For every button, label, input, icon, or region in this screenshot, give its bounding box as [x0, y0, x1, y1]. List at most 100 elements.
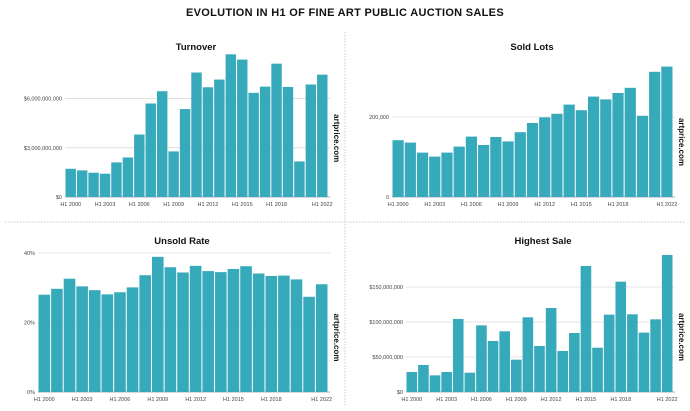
chart-title: Unsold Rate	[154, 236, 209, 247]
bar-h1-2004	[452, 318, 464, 392]
bar-h1-2020	[294, 161, 305, 197]
bar-h1-2003	[76, 286, 88, 392]
y-tick-label: $3,000,000,000	[24, 146, 62, 152]
y-tick-label: 40%	[24, 251, 35, 257]
bar-h1-2005	[453, 146, 465, 197]
x-tick-label: H1 2018	[610, 397, 631, 403]
x-tick-label: H1 2012	[534, 202, 555, 208]
x-tick-label: H1 2006	[110, 397, 131, 403]
x-tick-label: H1 2003	[72, 397, 93, 403]
bar-h1-2021	[305, 84, 317, 197]
bar-h1-2012	[545, 308, 557, 392]
bar-h1-2006	[114, 292, 126, 392]
chart-title: Highest Sale	[514, 236, 571, 247]
bar-h1-2011	[526, 123, 539, 197]
bar-h1-2003	[429, 156, 441, 197]
bar-h1-2013	[214, 79, 225, 197]
x-tick-label: H1 2012	[198, 202, 219, 208]
chart-title: Sold Lots	[510, 42, 553, 53]
bar-h1-2017	[259, 86, 271, 197]
bar-h1-2007	[145, 103, 156, 197]
bar-h1-2011	[191, 72, 202, 197]
y-tick-label: 20%	[24, 321, 35, 327]
bar-h1-2019	[278, 275, 290, 392]
x-tick-label: H1 2003	[95, 202, 116, 208]
x-tick-label: H1 2003	[424, 202, 445, 208]
bar-h1-2018	[271, 63, 282, 197]
bar-h1-2016	[592, 347, 603, 392]
x-tick-label: H1 2000	[388, 202, 409, 208]
bar-h1-2022	[317, 74, 328, 197]
y-tick-label: 0%	[27, 390, 35, 396]
bar-h1-2005	[464, 372, 476, 392]
chart-sold-lots: Sold Lots 0 200,000 H1 2000 H1 2003 H1 2006 H1…	[369, 42, 686, 208]
bar-h1-2010	[179, 109, 191, 197]
bar-h1-2022	[315, 284, 328, 392]
bar-h1-2009	[151, 256, 164, 392]
bar-h1-2003	[441, 371, 452, 392]
x-tick-label: H1 2009	[498, 202, 519, 208]
bar-h1-2013	[202, 271, 215, 392]
bar-h1-2009	[168, 151, 179, 197]
x-tick-label: H1 2009	[163, 202, 184, 208]
bar-h1-2001	[76, 170, 88, 197]
bar-h1-2019	[624, 87, 636, 197]
bar-h1-2011	[177, 272, 189, 392]
bar-h1-2008	[499, 331, 510, 392]
y-tick-label: 200,000	[369, 115, 389, 121]
bar-h1-2018	[265, 275, 278, 392]
bar-h1-2014	[225, 54, 237, 197]
bar-h1-2017	[603, 314, 615, 392]
bar-h1-2012	[202, 87, 214, 197]
chart-turnover: Turnover $0 $3,000,000,000 $6,000,000,000 H1…	[24, 42, 341, 208]
bar-h1-2018	[615, 281, 627, 392]
figure-title: EVOLUTION IN H1 OF FINE ART PUBLIC AUCTI…	[186, 7, 504, 19]
bar-h1-2010	[164, 267, 177, 392]
bar-h1-2016	[587, 96, 600, 197]
x-tick-label: H1 2006	[471, 397, 492, 403]
watermark: artprice.com	[332, 114, 341, 162]
chart-unsold-rate: Unsold Rate 0% 20% 40% H1 2000 H1 2003 H1 2006…	[24, 236, 341, 403]
bar-h1-2007	[478, 145, 490, 197]
bar-h1-2008	[490, 137, 502, 197]
x-tick-label: H1 2022	[312, 202, 333, 208]
bar-h1-2015	[575, 110, 587, 197]
bar-h1-2020	[290, 279, 303, 392]
bar-h1-2007	[126, 287, 139, 392]
x-tick-label: H1 2015	[576, 397, 597, 403]
bar-h1-2021	[649, 71, 661, 197]
bar-h1-2022	[661, 255, 673, 392]
bar-h1-2006	[134, 134, 145, 197]
x-tick-label: H1 2006	[129, 202, 150, 208]
bar-h1-2011	[534, 346, 545, 392]
bar-h1-2002	[63, 278, 76, 392]
y-tick-label: $50,000,000	[372, 355, 403, 361]
x-tick-label: H1 2022	[656, 202, 677, 208]
x-tick-label: H1 2000	[60, 202, 81, 208]
x-tick-label: H1 2015	[571, 202, 592, 208]
bar-h1-2013	[557, 350, 569, 392]
y-tick-label: $150,000,000	[369, 285, 403, 291]
bar-h1-2002	[88, 172, 99, 197]
bar-h1-2014	[215, 272, 227, 392]
bar-h1-2012	[189, 265, 202, 392]
bar-h1-2016	[240, 266, 252, 392]
x-tick-label: H1 2012	[541, 397, 562, 403]
x-tick-label: H1 2009	[147, 397, 168, 403]
bar-h1-2020	[636, 115, 649, 197]
x-tick-label: H1 2009	[506, 397, 527, 403]
chart-title: Turnover	[176, 42, 217, 53]
x-tick-label: H1 2006	[461, 202, 482, 208]
bar-h1-2008	[156, 91, 168, 197]
bar-h1-2018	[612, 93, 624, 197]
watermark: artprice.com	[332, 313, 341, 361]
bar-h1-2015	[580, 266, 592, 392]
bar-h1-2006	[465, 136, 478, 197]
x-tick-label: H1 2018	[266, 202, 287, 208]
bar-h1-2006	[476, 325, 487, 392]
bar-h1-2017	[252, 273, 265, 392]
y-tick-label: $100,000,000	[369, 320, 403, 326]
bar-h1-2009	[510, 359, 522, 392]
